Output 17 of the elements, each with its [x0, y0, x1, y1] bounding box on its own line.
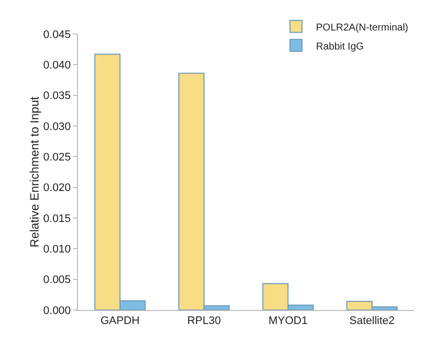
y-axis-title: Relative Enrichment to Input [27, 96, 42, 248]
y-tick-label: 0.030 [43, 120, 71, 133]
x-tick-label: RPL30 [187, 315, 221, 328]
x-tick-label: Satellite2 [349, 315, 395, 328]
y-tick-label: 0.005 [43, 274, 71, 286]
x-tick-label: GAPDH [100, 315, 140, 328]
y-tick-label: 0.010 [43, 244, 71, 256]
x-tick-label: MYOD1 [268, 315, 308, 328]
y-tick-label: 0.015 [43, 212, 71, 225]
y-tick-label: 0.035 [43, 90, 71, 102]
y-tick-label: 0.000 [43, 304, 71, 317]
legend-label: Rabbit IgG [316, 41, 364, 52]
y-tick-label: 0.045 [43, 28, 71, 41]
y-tick-label: 0.020 [43, 182, 71, 194]
y-tick-label: 0.025 [43, 152, 71, 164]
legend-label: POLR2A(N-terminal) [316, 22, 408, 34]
y-tick-label: 0.040 [43, 60, 71, 72]
